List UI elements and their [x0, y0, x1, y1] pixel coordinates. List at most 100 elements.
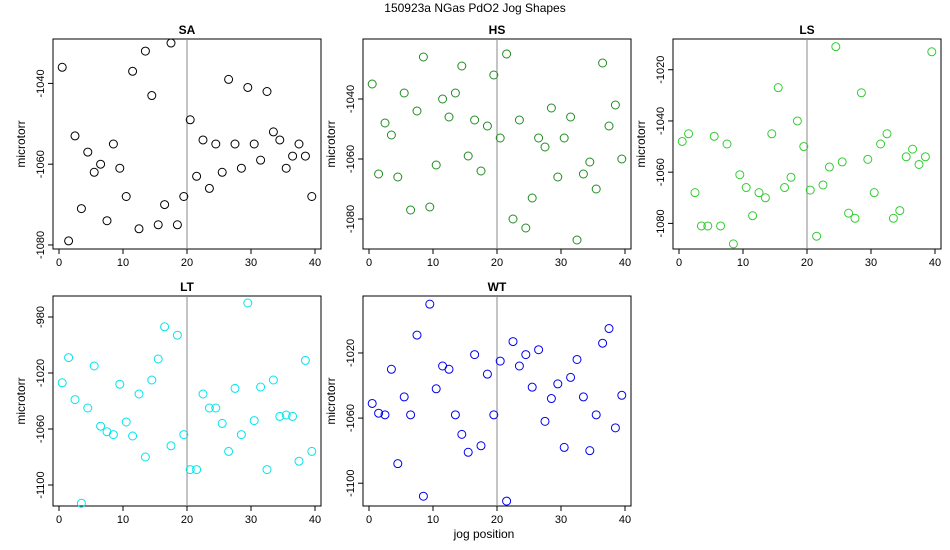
- data-point: [243, 82, 253, 92]
- data-point: [166, 38, 176, 48]
- x-tick-label: 0: [366, 514, 372, 526]
- data-point: [230, 139, 240, 149]
- data-point: [824, 162, 834, 172]
- x-tick-label: 40: [929, 257, 941, 269]
- y-axis-label: microtorr: [324, 377, 338, 424]
- data-point: [288, 411, 298, 421]
- panel-title: LT: [180, 280, 194, 294]
- data-point: [185, 465, 195, 475]
- data-point: [585, 157, 595, 167]
- data-point: [76, 498, 86, 508]
- data-point: [185, 115, 195, 125]
- data-point: [780, 183, 790, 193]
- data-point: [275, 135, 285, 145]
- data-point: [224, 446, 234, 456]
- data-point: [805, 185, 815, 195]
- data-point: [249, 416, 259, 426]
- data-point: [83, 403, 93, 413]
- data-point: [534, 133, 544, 143]
- data-point: [591, 410, 601, 420]
- data-point: [262, 87, 272, 96]
- data-point: [546, 103, 556, 113]
- data-point: [856, 88, 866, 98]
- data-point: [553, 172, 563, 182]
- x-tick-label: 20: [491, 257, 503, 269]
- data-point: [57, 62, 67, 72]
- data-point: [760, 193, 770, 203]
- data-point: [521, 223, 531, 233]
- y-tick-label: -1100: [345, 470, 357, 497]
- data-point: [211, 139, 221, 149]
- data-point: [374, 408, 384, 418]
- data-point: [610, 423, 620, 433]
- data-point: [140, 452, 150, 462]
- data-point: [527, 382, 537, 392]
- data-point: [812, 231, 822, 241]
- data-point: [128, 66, 138, 76]
- data-point: [243, 298, 253, 308]
- data-point: [677, 136, 687, 146]
- data-point: [307, 192, 317, 201]
- data-point: [121, 417, 131, 427]
- data-point: [444, 112, 454, 122]
- data-point: [457, 429, 467, 439]
- y-tick-label: -1020: [35, 359, 47, 387]
- x-tick-label: 30: [245, 257, 257, 269]
- data-point: [418, 52, 428, 62]
- data-point: [566, 372, 576, 382]
- data-point: [236, 430, 246, 440]
- data-point: [463, 151, 473, 161]
- data-point: [179, 192, 189, 201]
- data-point: [572, 235, 582, 245]
- data-point: [198, 135, 208, 145]
- data-point: [831, 42, 841, 52]
- data-point: [617, 390, 627, 400]
- data-point: [425, 299, 435, 309]
- data-point: [476, 441, 486, 451]
- x-tick-label: 40: [309, 257, 321, 269]
- data-point: [566, 112, 576, 122]
- data-point: [367, 398, 377, 408]
- panel-hs: HS 0 10 20 30 40 -1080 -1060 -1040 microtorr: [324, 23, 632, 269]
- data-point: [281, 410, 291, 420]
- figure-title: 150923a NGas PdO2 Jog Shapes: [384, 1, 565, 15]
- x-tick-label: 0: [366, 257, 372, 269]
- data-point: [140, 46, 150, 56]
- data-point: [844, 208, 854, 218]
- data-point: [559, 442, 569, 452]
- data-point: [307, 446, 317, 456]
- data-point: [179, 430, 189, 440]
- data-point: [908, 144, 918, 154]
- data-point: [521, 350, 531, 360]
- data-point: [869, 188, 879, 198]
- data-point: [863, 154, 873, 164]
- data-point: [450, 88, 460, 98]
- data-point: [876, 139, 886, 149]
- panel-title: WT: [488, 280, 507, 294]
- data-point: [412, 330, 422, 340]
- y-tick-label: -1060: [655, 158, 667, 186]
- x-tick-label: 40: [619, 257, 631, 269]
- x-tick-label: 20: [491, 514, 503, 526]
- x-tick-label: 40: [619, 514, 631, 526]
- data-point: [192, 171, 202, 181]
- data-point: [386, 364, 396, 374]
- data-point: [386, 130, 396, 140]
- data-point: [367, 79, 377, 89]
- data-point: [153, 354, 163, 364]
- data-point: [224, 74, 234, 84]
- data-point: [716, 221, 726, 231]
- data-point: [837, 157, 847, 167]
- data-point: [89, 167, 99, 177]
- y-tick-label: -1060: [345, 404, 357, 432]
- data-point: [380, 410, 390, 420]
- data-point: [696, 221, 706, 231]
- data-point: [735, 170, 745, 180]
- data-point: [406, 410, 416, 420]
- data-point: [450, 410, 460, 420]
- data-point: [393, 459, 403, 469]
- data-point: [799, 142, 809, 152]
- x-tick-label: 0: [56, 257, 62, 269]
- data-point: [380, 118, 390, 128]
- data-point: [773, 83, 783, 93]
